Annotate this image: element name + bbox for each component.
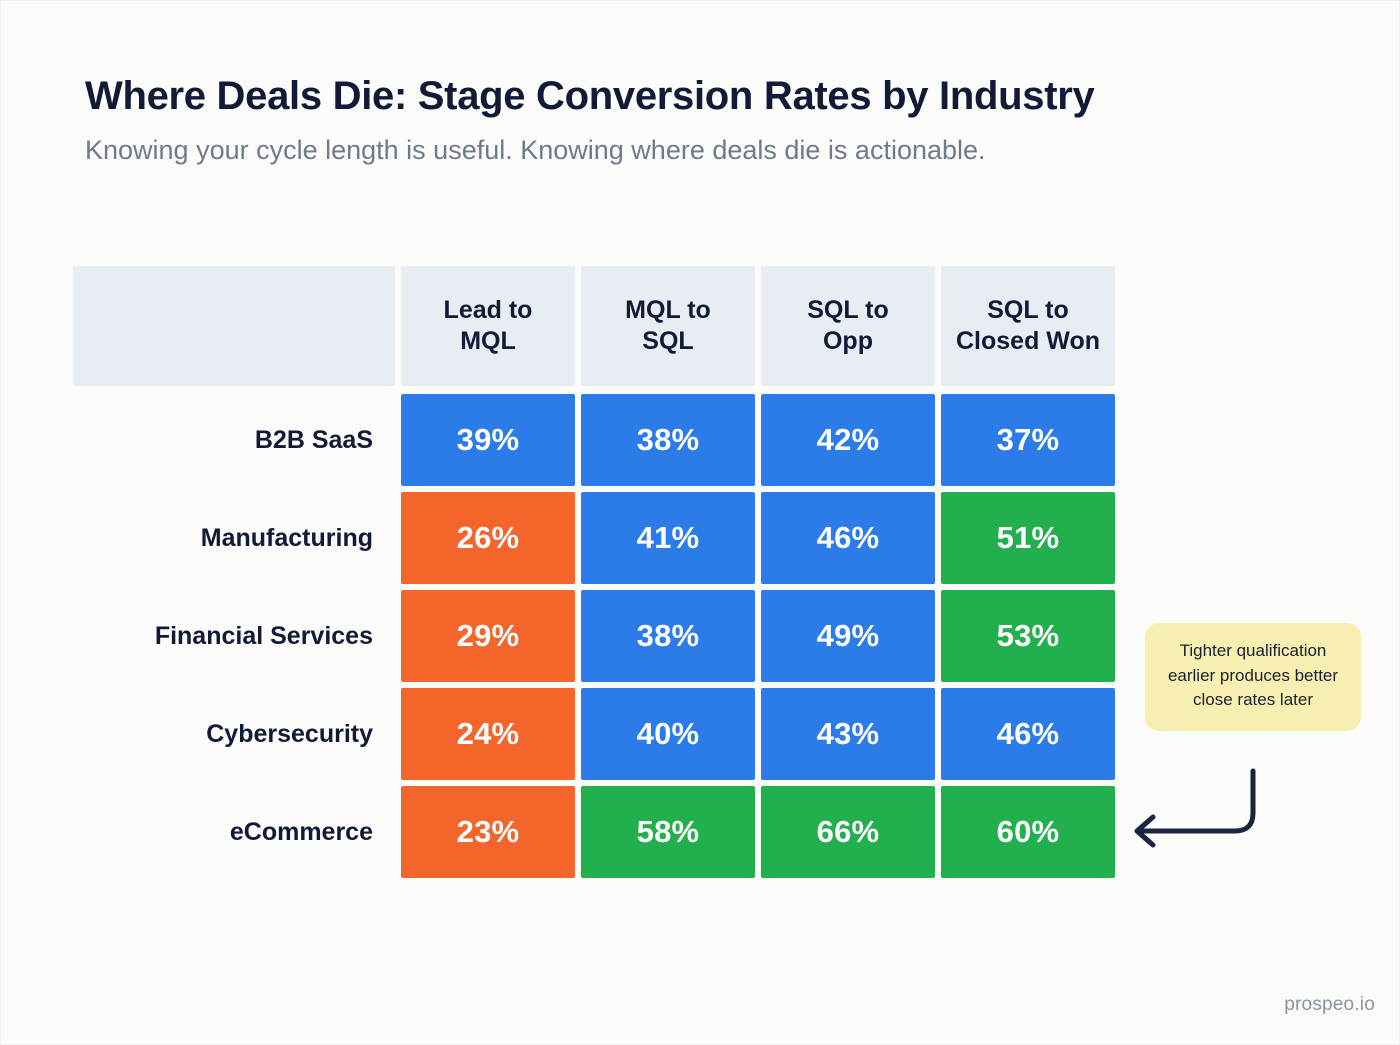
table-row: Manufacturing 26% 41% 46% 51% bbox=[73, 492, 1115, 584]
conversion-rate-matrix: Lead to MQL MQL to SQL SQL to Opp SQL to… bbox=[73, 266, 1115, 878]
row-header-cybersecurity: Cybersecurity bbox=[73, 688, 395, 780]
cell-b2b-saas-mql-to-sql: 38% bbox=[581, 394, 755, 486]
cell-ecommerce-mql-to-sql: 58% bbox=[581, 786, 755, 878]
cell-b2b-saas-sql-to-opp: 42% bbox=[761, 394, 935, 486]
cell-cybersecurity-lead-to-mql: 24% bbox=[401, 688, 575, 780]
cell-financial-services-lead-to-mql: 29% bbox=[401, 590, 575, 682]
cell-ecommerce-sql-to-closed-won: 60% bbox=[941, 786, 1115, 878]
cell-ecommerce-lead-to-mql: 23% bbox=[401, 786, 575, 878]
footer-brand: prospeo.io bbox=[1284, 994, 1375, 1015]
cell-b2b-saas-lead-to-mql: 39% bbox=[401, 394, 575, 486]
column-header-mql-to-sql: MQL to SQL bbox=[581, 266, 755, 386]
column-header-lead-to-mql: Lead to MQL bbox=[401, 266, 575, 386]
row-label: Manufacturing bbox=[200, 523, 373, 552]
matrix-header-row: Lead to MQL MQL to SQL SQL to Opp SQL to… bbox=[73, 266, 1115, 386]
table-row: B2B SaaS 39% 38% 42% 37% bbox=[73, 394, 1115, 486]
heading-block: Where Deals Die: Stage Conversion Rates … bbox=[85, 73, 1335, 168]
cell-ecommerce-sql-to-opp: 66% bbox=[761, 786, 935, 878]
row-label: eCommerce bbox=[229, 817, 373, 846]
elbow-arrow-left-icon bbox=[1134, 768, 1256, 848]
page-subtitle: Knowing your cycle length is useful. Kno… bbox=[85, 135, 986, 166]
annotation-callout: Tighter qualification earlier produces b… bbox=[1145, 623, 1361, 731]
row-label: Cybersecurity bbox=[206, 719, 373, 748]
table-row: Financial Services 29% 38% 49% 53% bbox=[73, 590, 1115, 682]
cell-manufacturing-mql-to-sql: 41% bbox=[581, 492, 755, 584]
page-title: Where Deals Die: Stage Conversion Rates … bbox=[85, 74, 1095, 118]
table-row: Cybersecurity 24% 40% 43% 46% bbox=[73, 688, 1115, 780]
table-row: eCommerce 23% 58% 66% 60% bbox=[73, 786, 1115, 878]
cell-manufacturing-sql-to-opp: 46% bbox=[761, 492, 935, 584]
row-label: B2B SaaS bbox=[254, 425, 373, 454]
cell-financial-services-sql-to-closed-won: 53% bbox=[941, 590, 1115, 682]
column-header-sql-to-closed-won: SQL to Closed Won bbox=[941, 266, 1115, 386]
row-header-b2b-saas: B2B SaaS bbox=[73, 394, 395, 486]
row-label: Financial Services bbox=[154, 621, 373, 650]
cell-financial-services-mql-to-sql: 38% bbox=[581, 590, 755, 682]
cell-manufacturing-lead-to-mql: 26% bbox=[401, 492, 575, 584]
cell-financial-services-sql-to-opp: 49% bbox=[761, 590, 935, 682]
cell-cybersecurity-mql-to-sql: 40% bbox=[581, 688, 755, 780]
cell-cybersecurity-sql-to-closed-won: 46% bbox=[941, 688, 1115, 780]
row-header-manufacturing: Manufacturing bbox=[73, 492, 395, 584]
row-header-ecommerce: eCommerce bbox=[73, 786, 395, 878]
cell-b2b-saas-sql-to-closed-won: 37% bbox=[941, 394, 1115, 486]
matrix-corner-cell bbox=[73, 266, 395, 386]
cell-manufacturing-sql-to-closed-won: 51% bbox=[941, 492, 1115, 584]
cell-cybersecurity-sql-to-opp: 43% bbox=[761, 688, 935, 780]
column-header-sql-to-opp: SQL to Opp bbox=[761, 266, 935, 386]
row-header-financial-services: Financial Services bbox=[73, 590, 395, 682]
